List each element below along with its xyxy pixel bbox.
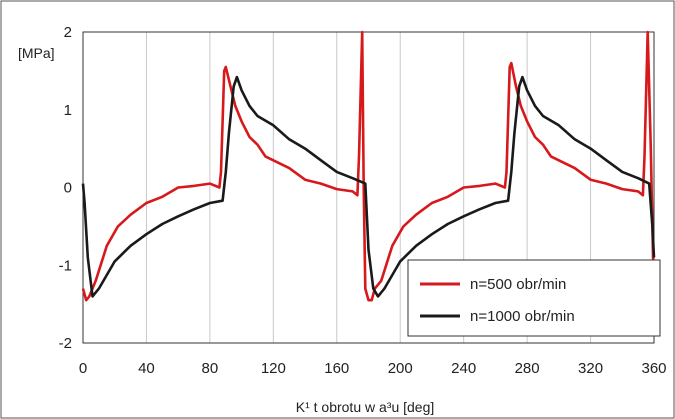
legend-label-series-2: n=1000 obr/min [470,308,575,325]
x-tick-label-4: 160 [324,360,349,377]
x-axis-label: K¹ t obrotu w a³u [deg] [296,399,435,415]
x-tick-label-9: 360 [641,360,666,377]
x-tick-label-7: 280 [515,360,540,377]
x-tick-label-2: 80 [202,360,219,377]
x-tick-label-3: 120 [261,360,286,377]
legend: n=500 obr/min n=1000 obr/min [407,259,661,337]
tick-labels: 0 40 80 120 160 200 240 280 320 360 2 1 0 -1 -2 [59,24,667,377]
series-layer [81,30,656,305]
y-tick-label-2: 0 [64,180,72,197]
y-tick-label-3: -1 [59,257,72,274]
legend-box [407,259,661,337]
series-line-1 [81,30,656,305]
x-tick-label-0: 0 [79,360,87,377]
y-tick-label-1: 1 [64,102,72,119]
y-tick-label-0: 2 [64,24,72,41]
y-tick-label-4: -2 [59,335,72,352]
x-tick-label-8: 320 [578,360,603,377]
x-tick-label-5: 200 [388,360,413,377]
x-tick-label-6: 240 [451,360,476,377]
legend-label-series-1: n=500 obr/min [470,276,566,293]
x-tick-label-1: 40 [138,360,155,377]
y-axis-label: [MPa] [18,45,55,61]
series-line-2 [81,75,656,298]
